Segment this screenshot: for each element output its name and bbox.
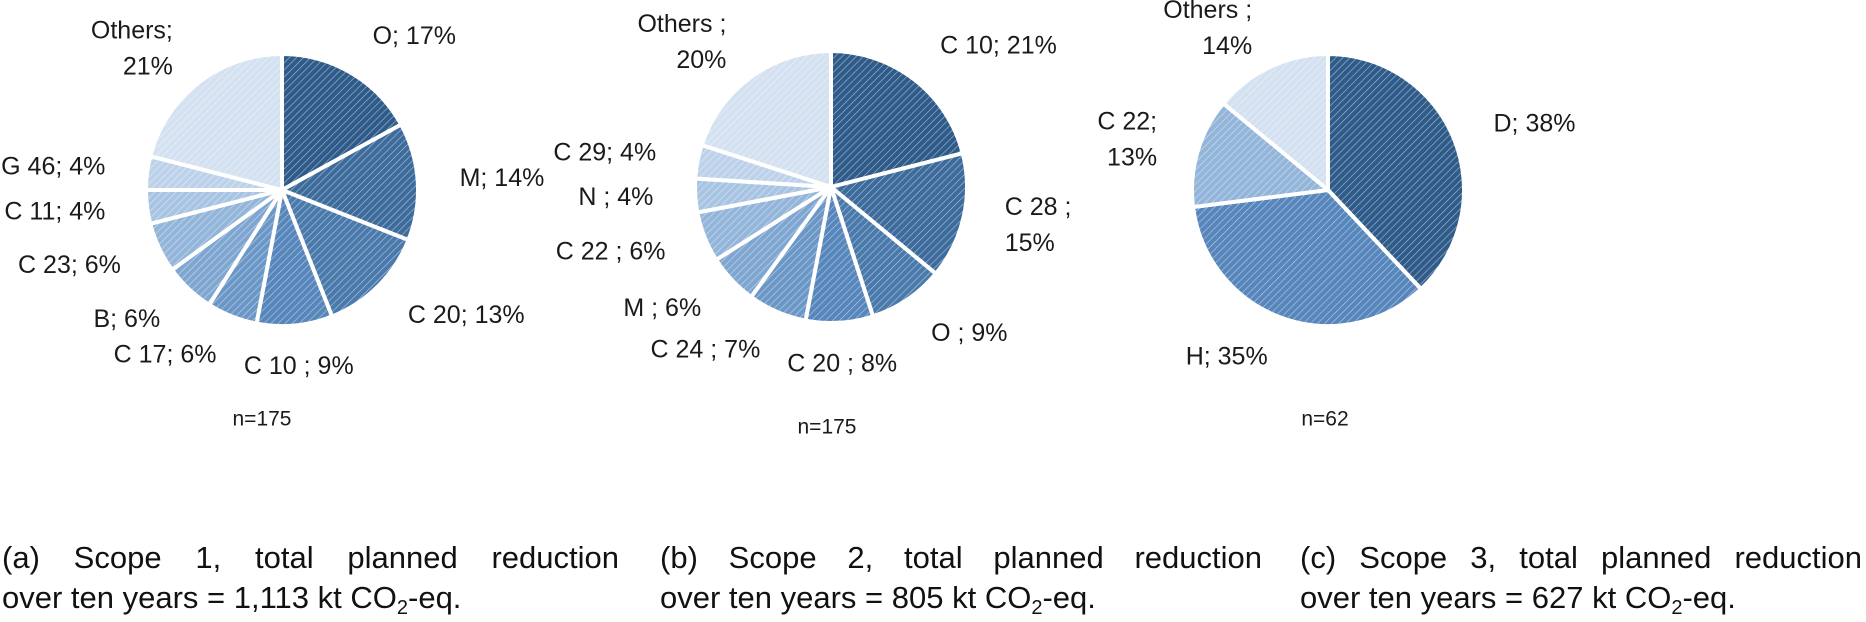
caption-c: (c) Scope 3, total planned reduction ove… bbox=[1300, 538, 1862, 618]
caption-a: (a) Scope 1, total planned reduction ove… bbox=[2, 538, 619, 618]
sample-size-label: n=175 bbox=[798, 416, 857, 439]
slice-label: C 20 ; 8% bbox=[787, 349, 897, 377]
pie-slice-h bbox=[1191, 188, 1424, 328]
slice-label: O; 17% bbox=[373, 21, 456, 49]
pie-slice-c-20 bbox=[280, 188, 411, 319]
caption-a-line2: over ten years = 1,113 kt CO2-eq. bbox=[2, 580, 462, 619]
slice-label: C 17; 6% bbox=[114, 340, 217, 368]
sample-size-label: n=175 bbox=[233, 408, 292, 431]
slice-label: C 11; 4% bbox=[4, 197, 105, 225]
slice-label: O ; 9% bbox=[931, 319, 1007, 347]
pie-slice-m bbox=[280, 122, 420, 243]
pie-slice-c-28 bbox=[829, 151, 969, 276]
pie-slice-o bbox=[280, 52, 404, 192]
slice-label: H; 35% bbox=[1186, 342, 1268, 370]
slice-label: Others; 21% bbox=[91, 16, 173, 80]
pie-slice-others bbox=[1221, 52, 1330, 192]
slice-label: C 29; 4% bbox=[553, 138, 656, 166]
pie-chart-c: D; 38% H; 35% C 22; 13%Others ; 14% bbox=[1097, 0, 1575, 370]
slice-label: G 46; 4% bbox=[1, 152, 105, 180]
pie-slice-others bbox=[699, 49, 833, 189]
caption-b: (b) Scope 2, total planned reduction ove… bbox=[660, 538, 1262, 618]
slice-label: N ; 4% bbox=[578, 183, 653, 211]
slice-label: C 23; 6% bbox=[18, 250, 121, 278]
caption-c-line2: over ten years = 627 kt CO2-eq. bbox=[1300, 580, 1736, 619]
caption-b-line1: (b) Scope 2, total planned reduction bbox=[660, 540, 1262, 575]
slice-label: Others ; 14% bbox=[1163, 0, 1252, 60]
slice-label: M ; 6% bbox=[623, 293, 701, 321]
pie-slice-c-22 bbox=[1190, 101, 1330, 210]
slice-label: D; 38% bbox=[1494, 109, 1576, 137]
pie-slice-d bbox=[1326, 52, 1466, 292]
pie-chart-a: O; 17% M; 14% C 20; 13% C 10 ; 9% C 17; 6% B;… bbox=[1, 16, 544, 380]
slice-label: M; 14% bbox=[460, 163, 545, 191]
pie-slice-c-10 bbox=[829, 49, 965, 189]
slice-label: C 22 ; 6% bbox=[556, 237, 666, 265]
slice-label: C 24 ; 7% bbox=[651, 335, 761, 363]
slice-label: C 10 ; 9% bbox=[244, 352, 354, 380]
slice-label: B; 6% bbox=[93, 304, 160, 332]
sample-size-label: n=62 bbox=[1301, 408, 1348, 431]
caption-c-line1: (c) Scope 3, total planned reduction bbox=[1300, 540, 1862, 575]
slice-label: C 10; 21% bbox=[940, 31, 1057, 59]
slice-label: C 22; 13% bbox=[1097, 107, 1157, 171]
caption-a-line1: (a) Scope 1, total planned reduction bbox=[2, 540, 619, 575]
pie-chart-b: C 10; 21% C 28 ; 15% O ; 9% C 20 ; 8% C 24 ; … bbox=[553, 10, 1071, 378]
slice-label: C 20; 13% bbox=[408, 301, 525, 329]
slice-label: Others ; 20% bbox=[637, 10, 726, 74]
pie-slice-others bbox=[148, 52, 284, 192]
caption-b-line2: over ten years = 805 kt CO2-eq. bbox=[660, 580, 1096, 619]
slice-label: C 28 ; 15% bbox=[1005, 192, 1072, 256]
